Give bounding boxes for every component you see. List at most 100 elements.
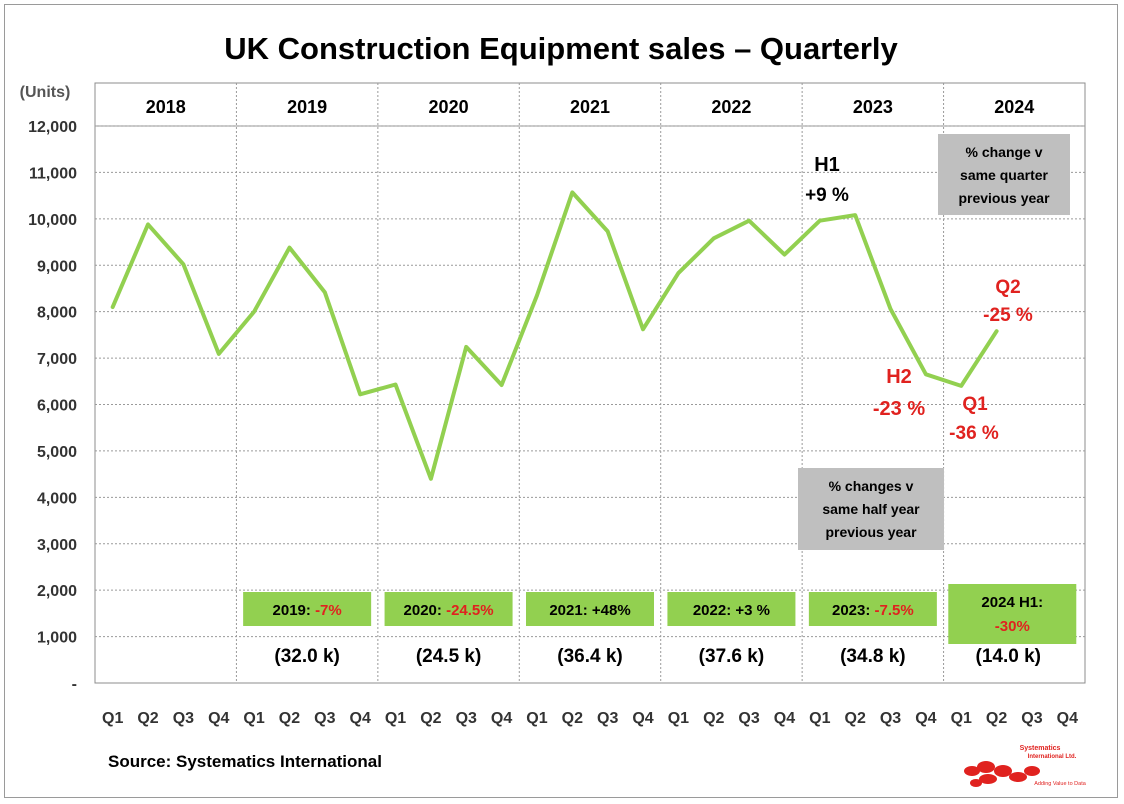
data-point bbox=[358, 392, 362, 396]
source-text: Source: Systematics International bbox=[108, 752, 382, 771]
data-point bbox=[641, 327, 645, 331]
data-point bbox=[676, 271, 680, 275]
half-note-line: same half year bbox=[822, 501, 920, 517]
y-tick-label: 11,000 bbox=[29, 165, 77, 182]
plot-area bbox=[94, 82, 1086, 684]
annual-change-year: 2020: bbox=[404, 602, 447, 619]
quarter-label: Q2 bbox=[137, 710, 158, 727]
line-chart: UK Construction Equipment sales – Quarte… bbox=[20, 31, 1086, 771]
year-label: 2023 bbox=[853, 97, 893, 117]
annual-change-value: -24.5% bbox=[446, 602, 494, 619]
annual-change-text: 2019: -7% bbox=[273, 602, 342, 619]
series-line bbox=[110, 190, 999, 481]
annual-total: (36.4 k) bbox=[557, 646, 622, 667]
quarter-note-line: % change v bbox=[965, 144, 1042, 160]
data-point bbox=[853, 213, 857, 217]
y-tick-label: 4,000 bbox=[37, 490, 77, 507]
y-tick-label: - bbox=[72, 676, 77, 693]
y-tick-label: 12,000 bbox=[28, 119, 77, 136]
quarter-label: Q1 bbox=[243, 710, 264, 727]
annual-total: (32.0 k) bbox=[274, 646, 339, 667]
year-label: 2021 bbox=[570, 97, 610, 117]
quarter-label: Q2 bbox=[703, 710, 724, 727]
quarter-note-line: same quarter bbox=[960, 167, 1048, 183]
year-label: 2019 bbox=[287, 97, 327, 117]
y-axis-label: (Units) bbox=[20, 84, 71, 101]
quarter-label: Q2 bbox=[845, 710, 866, 727]
quarter-label: Q4 bbox=[350, 710, 371, 727]
data-point bbox=[712, 236, 716, 240]
logo-name-2: International Ltd. bbox=[1028, 754, 1077, 760]
annual-change-year: 2023: bbox=[832, 602, 875, 619]
logo-name: Systematics bbox=[1020, 745, 1061, 752]
annual-change-value: +48% bbox=[592, 602, 631, 619]
quarter-label: Q4 bbox=[915, 710, 936, 727]
quarter-label: Q3 bbox=[880, 710, 901, 727]
quarter-label: Q1 bbox=[809, 710, 830, 727]
quarter-label: Q2 bbox=[279, 710, 300, 727]
h1-label: H1 bbox=[814, 154, 840, 176]
year-label: 2022 bbox=[711, 97, 751, 117]
q2-change: -25 % bbox=[983, 305, 1033, 326]
q2-label: Q2 bbox=[995, 277, 1020, 298]
h1-change: +9 % bbox=[805, 185, 849, 206]
data-point bbox=[429, 477, 433, 481]
data-point bbox=[995, 329, 999, 333]
quarter-label: Q2 bbox=[986, 710, 1007, 727]
annual-change-year: 2022: bbox=[693, 602, 736, 619]
quarter-label: Q3 bbox=[456, 710, 477, 727]
h2-change: -23 % bbox=[873, 398, 925, 420]
annual-total: (24.5 k) bbox=[416, 646, 481, 667]
data-point bbox=[924, 372, 928, 376]
data-point bbox=[252, 310, 256, 314]
year-label: 2020 bbox=[429, 97, 469, 117]
annual-change-value: -7.5% bbox=[875, 602, 914, 619]
annual-change-year: 2019: bbox=[273, 602, 316, 619]
quarter-label: Q1 bbox=[951, 710, 972, 727]
quarter-label: Q4 bbox=[491, 710, 512, 727]
annual-change-text: 2022: +3 % bbox=[693, 602, 770, 619]
year-label: 2024 bbox=[994, 97, 1034, 117]
annual-change-box bbox=[667, 592, 796, 626]
data-point bbox=[782, 253, 786, 257]
data-point bbox=[464, 345, 468, 349]
quarter-label: Q1 bbox=[526, 710, 547, 727]
annual-change-year: 2021: bbox=[549, 602, 592, 619]
logo-dots bbox=[964, 761, 1040, 787]
q1-label: Q1 bbox=[962, 394, 988, 415]
data-point bbox=[500, 383, 504, 387]
data-point bbox=[818, 219, 822, 223]
quarter-label: Q4 bbox=[632, 710, 653, 727]
y-tick-label: 10,000 bbox=[28, 212, 77, 229]
quarter-label: Q1 bbox=[668, 710, 689, 727]
annual-change-text: 2020: -24.5% bbox=[404, 602, 494, 619]
annual-change-box bbox=[384, 592, 513, 626]
data-point bbox=[217, 352, 221, 356]
quarter-label: Q1 bbox=[102, 710, 123, 727]
half-note-line: previous year bbox=[825, 524, 917, 540]
y-tick-label: 9,000 bbox=[37, 258, 77, 275]
data-point bbox=[606, 229, 610, 233]
data-point bbox=[747, 219, 751, 223]
quarter-label: Q3 bbox=[738, 710, 759, 727]
data-point bbox=[181, 262, 185, 266]
h2-label: H2 bbox=[886, 366, 912, 388]
chart-title: UK Construction Equipment sales – Quarte… bbox=[224, 31, 898, 66]
annual-change-box bbox=[948, 584, 1077, 644]
annual-total: (37.6 k) bbox=[699, 646, 764, 667]
year-label: 2018 bbox=[146, 97, 186, 117]
logo-tagline: Adding Value to Data bbox=[1034, 781, 1087, 787]
annual-change-text: 2021: +48% bbox=[549, 602, 630, 619]
annual-change-box bbox=[808, 592, 937, 626]
quarter-label: Q2 bbox=[562, 710, 583, 727]
data-point bbox=[889, 307, 893, 311]
y-tick-label: 2,000 bbox=[37, 583, 77, 600]
annual-change-text: 2023: -7.5% bbox=[832, 602, 914, 619]
data-point bbox=[570, 190, 574, 194]
y-tick-label: 7,000 bbox=[37, 351, 77, 368]
q1-change: -36 % bbox=[949, 423, 999, 444]
quarter-label: Q3 bbox=[173, 710, 194, 727]
y-tick-label: 8,000 bbox=[37, 305, 77, 322]
chart-frame: UK Construction Equipment sales – Quarte… bbox=[4, 4, 1118, 798]
quarter-label: Q4 bbox=[774, 710, 795, 727]
